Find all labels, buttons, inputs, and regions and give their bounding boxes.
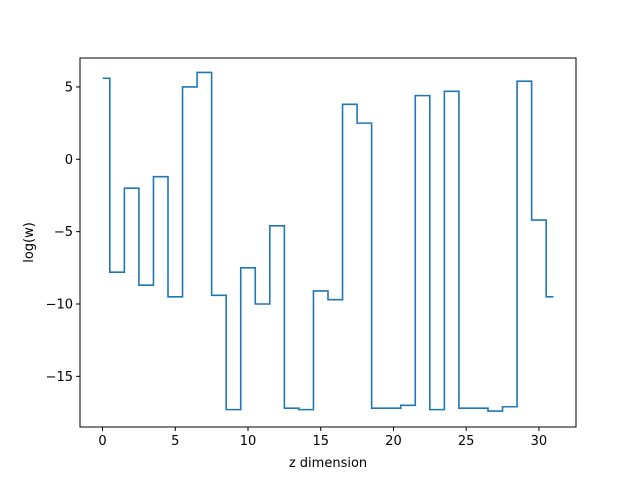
- y-tick-label: 5: [65, 80, 73, 95]
- x-tick-label: 5: [171, 434, 179, 449]
- y-tick-label: 0: [65, 153, 73, 168]
- y-tick-label: −15: [46, 370, 73, 385]
- y-tick-label: −10: [46, 298, 73, 313]
- x-axis-label: z dimension: [289, 456, 367, 471]
- x-tick-label: 10: [240, 434, 257, 449]
- x-tick-label: 25: [458, 434, 475, 449]
- y-axis-label: log(w): [22, 222, 37, 263]
- x-tick-label: 0: [98, 434, 106, 449]
- x-tick-label: 30: [531, 434, 548, 449]
- x-tick-label: 15: [312, 434, 329, 449]
- x-tick-label: 20: [385, 434, 402, 449]
- y-tick-label: −5: [54, 225, 73, 240]
- axis-ticks: 0 5 10 15 20 25 30 −15 −10 −5 0 5: [46, 80, 548, 449]
- series-step-line: [102, 71, 554, 412]
- plot-area: [102, 71, 554, 412]
- axes-frame: [79, 57, 577, 428]
